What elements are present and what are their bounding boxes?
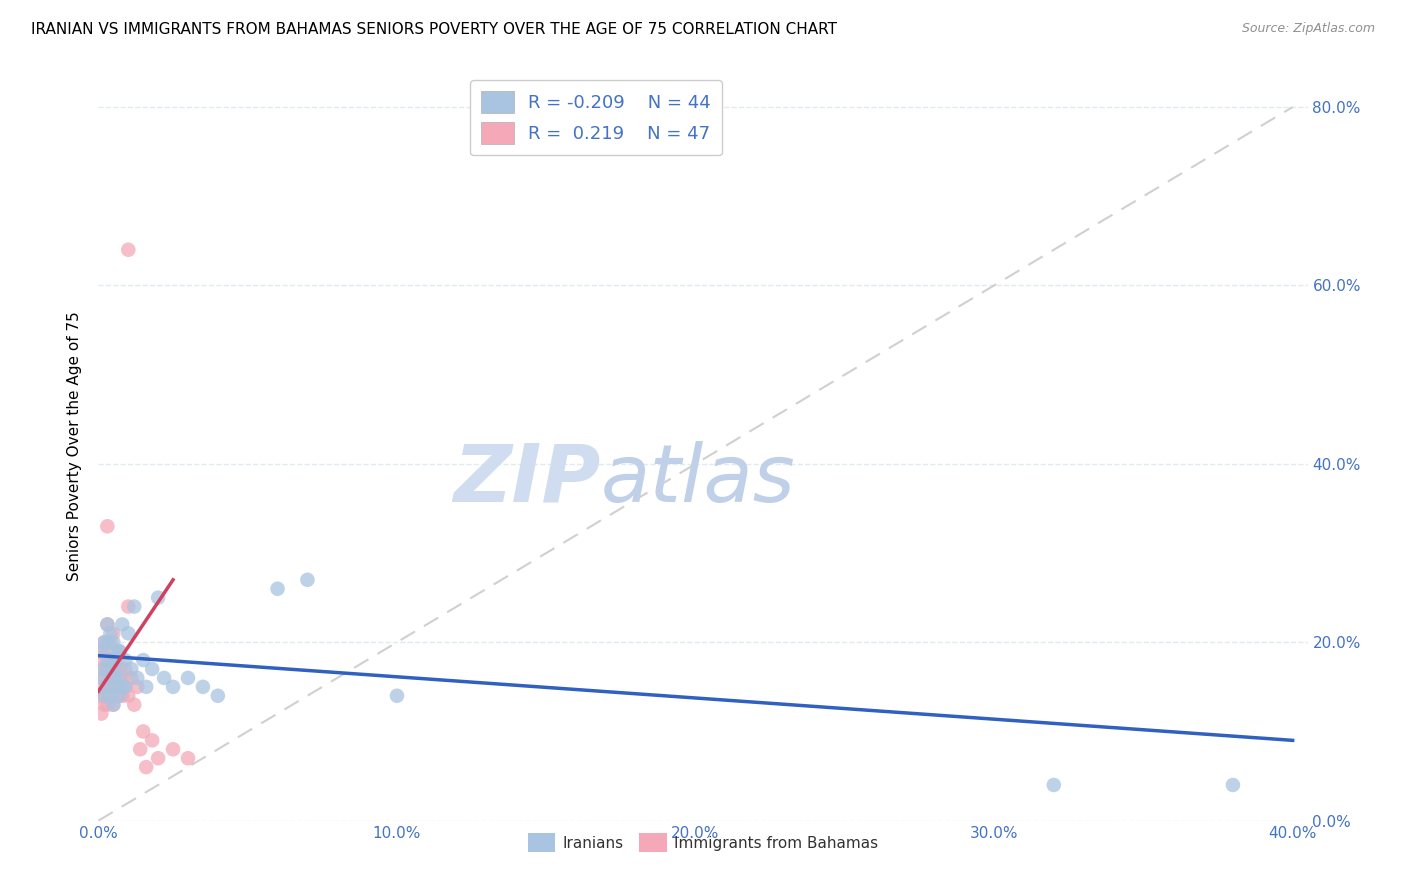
Point: [1043, 778, 1066, 792]
Point: [96, 644, 118, 658]
Point: [105, 653, 128, 667]
Point: [122, 698, 145, 712]
Point: [93, 662, 115, 676]
Point: [105, 662, 128, 676]
Point: [98, 689, 121, 703]
Point: [96, 635, 118, 649]
Point: [96, 662, 118, 676]
Text: Source: ZipAtlas.com: Source: ZipAtlas.com: [1241, 22, 1375, 36]
Point: [129, 742, 152, 756]
Point: [108, 662, 131, 676]
Point: [98, 635, 121, 649]
Point: [153, 671, 176, 685]
Text: atlas: atlas: [600, 441, 794, 519]
Point: [108, 671, 131, 685]
Point: [108, 680, 131, 694]
Point: [114, 653, 136, 667]
Point: [105, 671, 128, 685]
Point: [127, 680, 149, 694]
Point: [90, 644, 112, 658]
Point: [117, 599, 139, 614]
Point: [93, 671, 115, 685]
Point: [111, 617, 134, 632]
Point: [96, 653, 118, 667]
Point: [162, 742, 184, 756]
Point: [90, 662, 112, 676]
Point: [93, 653, 115, 667]
Point: [93, 689, 115, 703]
Point: [117, 243, 139, 257]
Point: [114, 662, 136, 676]
Point: [93, 635, 115, 649]
Point: [114, 680, 136, 694]
Point: [132, 724, 155, 739]
Text: ZIP: ZIP: [453, 441, 600, 519]
Point: [122, 599, 145, 614]
Point: [132, 653, 155, 667]
Point: [162, 680, 184, 694]
Point: [105, 644, 128, 658]
Point: [93, 689, 115, 703]
Point: [96, 617, 118, 632]
Point: [98, 689, 121, 703]
Point: [1222, 778, 1244, 792]
Y-axis label: Seniors Poverty Over the Age of 75: Seniors Poverty Over the Age of 75: [67, 311, 83, 581]
Legend: Iranians, Immigrants from Bahamas: Iranians, Immigrants from Bahamas: [522, 827, 884, 858]
Point: [93, 698, 115, 712]
Point: [111, 689, 134, 703]
Point: [141, 662, 163, 676]
Point: [120, 662, 142, 676]
Point: [90, 680, 112, 694]
Point: [103, 680, 125, 694]
Point: [103, 698, 125, 712]
Point: [207, 689, 229, 703]
Point: [103, 671, 125, 685]
Point: [266, 582, 288, 596]
Point: [191, 680, 214, 694]
Point: [146, 751, 169, 765]
Point: [98, 653, 121, 667]
Point: [108, 644, 131, 658]
Point: [105, 689, 128, 703]
Point: [117, 689, 139, 703]
Point: [135, 760, 157, 774]
Point: [177, 751, 200, 765]
Point: [103, 662, 125, 676]
Point: [96, 680, 118, 694]
Point: [111, 671, 134, 685]
Point: [117, 626, 139, 640]
Point: [120, 671, 142, 685]
Point: [108, 644, 131, 658]
Point: [96, 617, 118, 632]
Point: [146, 591, 169, 605]
Point: [127, 671, 149, 685]
Point: [90, 644, 112, 658]
Point: [105, 680, 128, 694]
Point: [96, 698, 118, 712]
Point: [96, 680, 118, 694]
Point: [297, 573, 319, 587]
Point: [98, 662, 121, 676]
Point: [177, 671, 200, 685]
Point: [98, 671, 121, 685]
Point: [103, 626, 125, 640]
Point: [141, 733, 163, 747]
Point: [103, 653, 125, 667]
Point: [90, 706, 112, 721]
Text: IRANIAN VS IMMIGRANTS FROM BAHAMAS SENIORS POVERTY OVER THE AGE OF 75 CORRELATIO: IRANIAN VS IMMIGRANTS FROM BAHAMAS SENIO…: [31, 22, 837, 37]
Point: [108, 689, 131, 703]
Point: [90, 689, 112, 703]
Point: [90, 671, 112, 685]
Point: [103, 698, 125, 712]
Point: [135, 680, 157, 694]
Point: [93, 635, 115, 649]
Point: [385, 689, 408, 703]
Point: [96, 519, 118, 533]
Point: [111, 680, 134, 694]
Point: [98, 626, 121, 640]
Point: [114, 680, 136, 694]
Point: [103, 635, 125, 649]
